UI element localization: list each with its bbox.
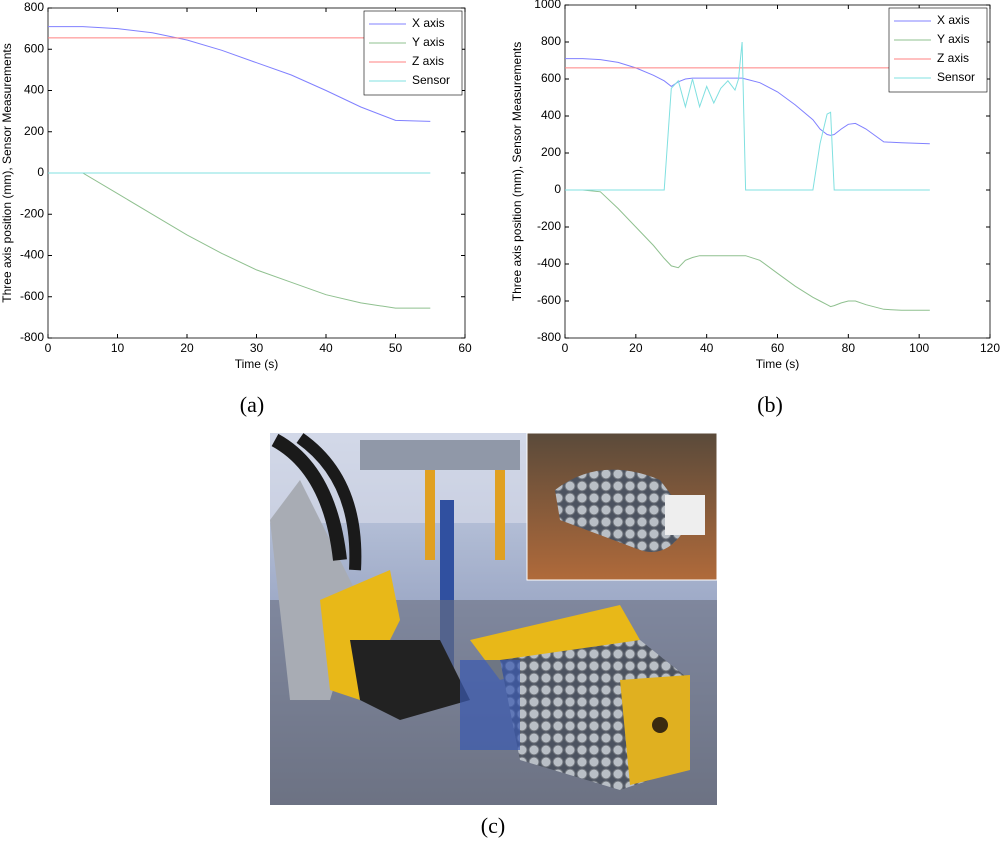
y-tick-label: 400 [24,83,44,97]
series-line [565,189,930,311]
y-tick-label: -600 [537,293,561,307]
y-tick-label: 200 [24,124,44,138]
y-tick-label: -600 [20,289,44,303]
y-tick-label: 800 [24,0,44,14]
x-tick-label: 100 [909,341,929,355]
x-axis-label: Time (s) [756,357,800,371]
series-line [48,26,431,122]
y-tick-label: 800 [541,34,561,48]
x-tick-label: 0 [45,341,52,355]
x-tick-label: 10 [111,341,125,355]
x-tick-label: 40 [319,341,333,355]
y-tick-label: 600 [24,41,44,55]
y-tick-label: -400 [20,248,44,262]
y-tick-label: -400 [537,256,561,270]
y-axis-label: Three axis position (mm), Sensor Measure… [0,43,14,302]
x-tick-label: 0 [562,341,569,355]
y-tick-label: -200 [20,206,44,220]
y-tick-label: -200 [537,219,561,233]
series-line [565,41,930,191]
x-tick-label: 80 [842,341,856,355]
x-tick-label: 30 [250,341,264,355]
y-tick-label: 200 [541,145,561,159]
y-tick-label: 0 [37,165,44,179]
legend-label: Y axis [937,32,969,46]
legend-label: Z axis [412,54,444,68]
legend-label: Y axis [412,35,444,49]
x-tick-label: 40 [700,341,714,355]
y-tick-label: 1000 [534,0,561,11]
x-tick-label: 20 [180,341,194,355]
y-tick-label: 0 [554,182,561,196]
y-tick-label: 600 [541,71,561,85]
x-tick-label: 60 [458,341,472,355]
series-line [48,172,431,309]
panel-label: (a) [240,392,264,417]
x-tick-label: 120 [980,341,1000,355]
y-tick-label: -800 [537,330,561,344]
legend-label: Sensor [412,73,450,87]
x-tick-label: 50 [389,341,403,355]
legend-label: X axis [937,13,970,27]
x-tick-label: 20 [629,341,643,355]
legend-label: Z axis [937,51,969,65]
panel-label: (b) [757,392,783,417]
photo [270,432,718,805]
legend-label: X axis [412,16,445,30]
x-axis-label: Time (s) [235,357,279,371]
panel-label: (c) [481,813,505,838]
y-tick-label: 400 [541,108,561,122]
y-axis-label: Three axis position (mm), Sensor Measure… [510,42,524,301]
x-tick-label: 60 [771,341,785,355]
y-tick-label: -800 [20,330,44,344]
legend-label: Sensor [937,70,975,84]
